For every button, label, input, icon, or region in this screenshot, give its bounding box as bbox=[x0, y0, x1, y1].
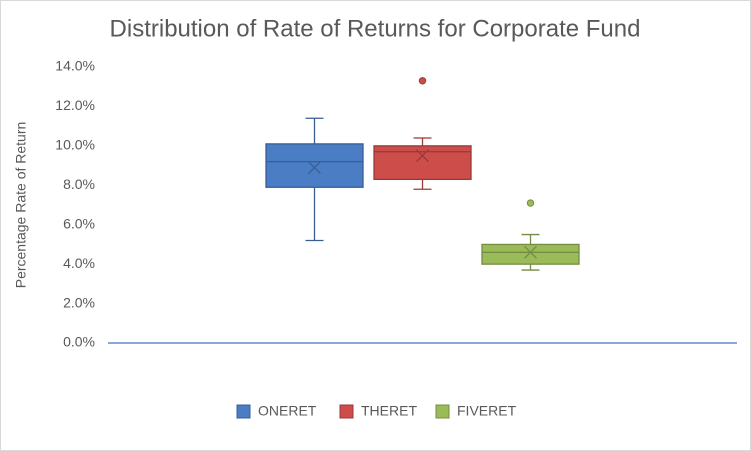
y-tick-label: 14.0% bbox=[55, 58, 95, 74]
y-tick-label: 12.0% bbox=[55, 97, 95, 113]
legend-swatch bbox=[339, 404, 354, 419]
y-axis-label: Percentage Rate of Return bbox=[13, 122, 29, 289]
outlier bbox=[526, 199, 535, 207]
mean-marker bbox=[416, 149, 429, 163]
legend-label: FIVERET bbox=[457, 403, 517, 419]
legend-swatch bbox=[236, 404, 251, 419]
mean-marker bbox=[308, 161, 321, 175]
y-tick-label: 10.0% bbox=[55, 137, 95, 153]
box bbox=[481, 243, 580, 265]
legend-swatch bbox=[435, 404, 450, 419]
box bbox=[265, 143, 364, 188]
mean-marker bbox=[524, 245, 537, 259]
y-tick-label: 8.0% bbox=[63, 176, 95, 192]
y-tick-label: 2.0% bbox=[63, 294, 95, 310]
chart-title: Distribution of Rate of Returns for Corp… bbox=[110, 15, 641, 42]
y-tick-label: 6.0% bbox=[63, 215, 95, 231]
y-tick-label: 0.0% bbox=[63, 334, 95, 350]
outlier bbox=[418, 77, 427, 85]
legend-label: THERET bbox=[361, 403, 417, 419]
legend-label: ONERET bbox=[258, 403, 317, 419]
box bbox=[373, 145, 472, 181]
y-tick-label: 4.0% bbox=[63, 255, 95, 271]
